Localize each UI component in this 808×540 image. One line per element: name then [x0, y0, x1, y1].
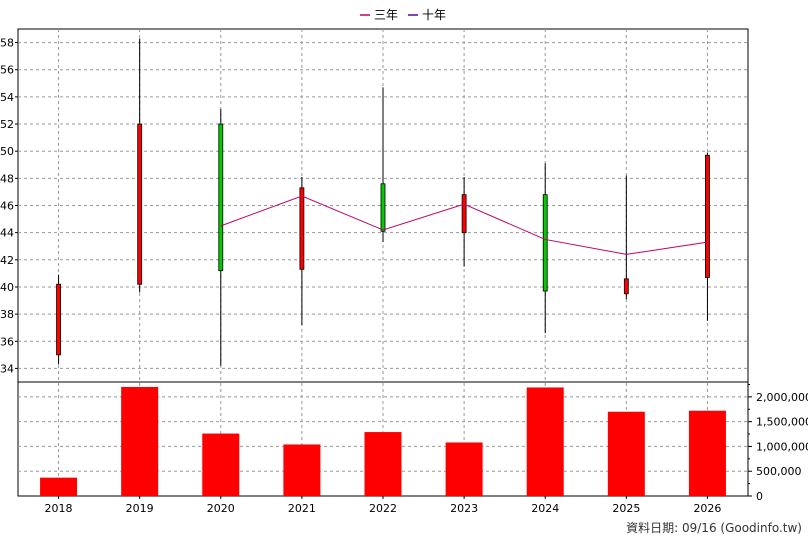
x-tick-label: 2025	[612, 502, 640, 515]
price-tick-label: 44	[0, 227, 14, 240]
x-tick-label: 2021	[288, 502, 316, 515]
x-tick-label: 2023	[450, 502, 478, 515]
volume-panel: 0 500,000 1,000,000 1,500,000 2,000,000	[17, 381, 808, 503]
candle-body	[137, 123, 143, 285]
price-tick-label: 36	[0, 335, 14, 348]
volume-bar	[526, 387, 564, 496]
volume-bar	[283, 444, 321, 496]
volume-bar	[121, 386, 159, 496]
price-tick-label: 54	[0, 91, 14, 104]
price-tick-label: 52	[0, 118, 14, 131]
price-tick-label: 38	[0, 308, 14, 321]
candle-body	[705, 154, 710, 278]
price-tick-label: 48	[0, 172, 14, 185]
price-panel: 34 36 38 40 42 44 46 48 50 52 54 56 58	[0, 28, 749, 496]
ma-line-three-year	[220, 195, 708, 255]
candle-body	[542, 194, 548, 292]
candle-body	[461, 194, 467, 234]
price-tick-label: 56	[0, 64, 14, 77]
candle-body	[380, 183, 386, 232]
legend-label: 三年	[374, 8, 398, 22]
volume-bar	[445, 442, 483, 496]
legend: 三年 十年	[360, 8, 446, 22]
legend-label: 十年	[422, 8, 446, 22]
price-tick-label: 50	[0, 145, 14, 158]
candle-body	[299, 187, 305, 270]
price-tick-label: 40	[0, 281, 14, 294]
x-tick-label: 2022	[369, 502, 397, 515]
price-tick-label: 46	[0, 200, 14, 213]
volume-tick-label: 1,500,000	[756, 416, 808, 429]
x-tick-label: 2026	[693, 502, 721, 515]
candle-body	[56, 283, 61, 356]
volume-bar	[364, 432, 402, 496]
volume-tick-label: 2,000,000	[756, 391, 808, 404]
candle-body	[218, 123, 224, 272]
volume-bar	[607, 411, 645, 496]
volume-bar	[202, 433, 240, 496]
price-tick-label: 58	[0, 37, 14, 50]
x-tick-label: 2018	[45, 502, 73, 515]
volume-tick-label: 0	[756, 490, 763, 503]
price-tick-label: 34	[0, 362, 14, 375]
price-tick-label: 42	[0, 254, 14, 267]
x-axis: 2018 2019 2020 2021 2022 2023 2024 2025 2026	[45, 496, 721, 515]
x-tick-label: 2020	[207, 502, 235, 515]
volume-tick-label: 500,000	[756, 465, 802, 478]
footer-text: 資料日期: 09/16 (Goodinfo.tw)	[626, 521, 802, 535]
volume-bar	[688, 410, 726, 496]
candle-body	[623, 278, 629, 295]
x-tick-label: 2019	[126, 502, 154, 515]
volume-tick-label: 1,000,000	[756, 440, 808, 453]
volume-bar	[40, 477, 78, 496]
x-tick-label: 2024	[531, 502, 559, 515]
